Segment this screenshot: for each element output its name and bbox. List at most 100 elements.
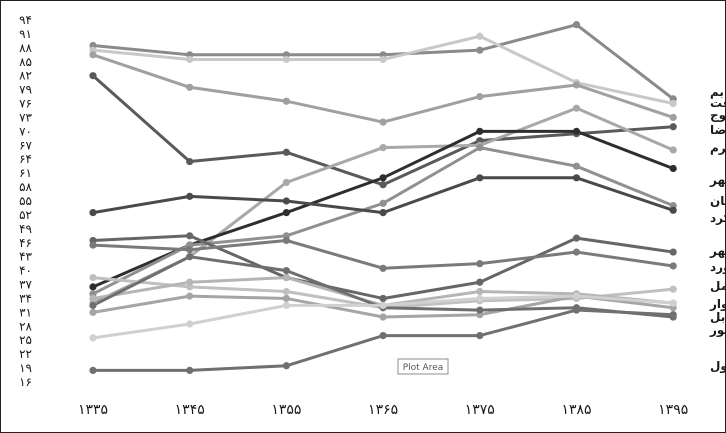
- data-point: [186, 320, 194, 328]
- series-label: بندرماهشهر: [709, 173, 726, 187]
- data-point: [89, 241, 97, 249]
- data-point: [282, 267, 290, 275]
- data-point: [572, 174, 581, 182]
- y-tick-label: ۸۸: [19, 41, 32, 55]
- y-tick-label: ۶۱: [19, 166, 32, 180]
- data-point: [669, 146, 677, 154]
- data-point: [379, 294, 387, 303]
- y-tick-label: ۵۲: [19, 208, 32, 222]
- data-point: [282, 209, 290, 217]
- data-point: [282, 362, 290, 370]
- data-point: [186, 246, 194, 254]
- data-point: [282, 97, 290, 105]
- y-tick-label: ۸۲: [19, 69, 32, 83]
- x-tick-label: ۱۳۴۵: [175, 402, 205, 418]
- data-point: [572, 248, 581, 256]
- y-tick-label: ۷۶: [19, 97, 32, 111]
- data-point: [186, 366, 194, 374]
- data-point: [669, 123, 677, 131]
- x-tick-label: ۱۳۵۵: [271, 402, 301, 418]
- data-point: [572, 234, 581, 242]
- data-point: [89, 308, 97, 316]
- series-label: آمل: [710, 278, 726, 293]
- series-label: بجنورد: [710, 260, 726, 275]
- series-label: جیرفت: [710, 96, 726, 110]
- data-point: [186, 55, 194, 64]
- data-point: [89, 366, 97, 374]
- series-labels: بمجیرفتیاسوجشهرضا جهرم بندرماهشهر سمنان شهرک…: [709, 85, 726, 374]
- data-point: [89, 273, 97, 282]
- y-tick-label: ۳۷: [19, 278, 32, 292]
- series-label: بم: [710, 85, 724, 99]
- y-tick-label: ۲۸: [19, 319, 32, 333]
- data-point: [379, 301, 387, 310]
- x-axis-ticks: ۱۳۳۵ ۱۳۴۵ ۱۳۵۵ ۱۳۶۵ ۱۳۷۵ ۱۳۸۵ ۱۳۹۵: [78, 402, 688, 418]
- data-point: [379, 55, 387, 64]
- y-axis-ticks: ۹۴۹۱۸۸۸۵۸۲۷۹۷۶۷۳۷۰۶۷۶۴۶۱۵۸۵۵۵۲۴۹۴۶۴۳۴۰۳۷…: [19, 13, 32, 389]
- plot-area-tooltip-box: [397, 358, 449, 375]
- data-point: [282, 273, 290, 282]
- y-tick-label: ۵۸: [19, 180, 32, 194]
- y-tick-label: ۹۴: [19, 13, 32, 27]
- y-tick-label: ۹۱: [19, 27, 32, 41]
- series-line: [92, 238, 674, 270]
- data-point: [476, 174, 484, 182]
- data-point: [89, 51, 97, 59]
- data-point: [476, 92, 484, 101]
- series-line: [92, 34, 674, 106]
- y-tick-label: ۸۵: [19, 55, 32, 69]
- data-point: [476, 144, 484, 152]
- y-tick-label: ۴۶: [19, 236, 32, 250]
- data-point: [282, 178, 290, 187]
- y-tick-label: ۵۵: [19, 194, 32, 208]
- data-point: [476, 127, 484, 135]
- data-point: [282, 294, 290, 303]
- data-point: [89, 301, 97, 310]
- y-tick-label: ۶۴: [19, 152, 32, 166]
- data-point: [186, 83, 194, 91]
- x-tick-label: ۱۳۷۵: [465, 402, 495, 418]
- data-point: [186, 292, 194, 300]
- y-tick-label: ۱۹: [19, 361, 32, 375]
- x-tick-label: ۱۳۶۵: [368, 402, 398, 418]
- data-point: [89, 294, 97, 303]
- data-point: [669, 299, 677, 307]
- y-tick-label: ۱۶: [19, 375, 32, 389]
- data-point: [379, 144, 387, 152]
- data-point: [572, 162, 581, 170]
- data-point: [669, 311, 677, 319]
- y-tick-label: ۴۰: [19, 264, 32, 278]
- series-label: شهرکرد: [710, 211, 726, 225]
- series-label: جهرم: [710, 141, 726, 156]
- data-point: [476, 306, 484, 314]
- data-point: [669, 248, 677, 256]
- data-point: [282, 148, 290, 156]
- data-point: [669, 206, 677, 214]
- data-point: [89, 283, 97, 291]
- data-point: [282, 55, 290, 64]
- data-point: [572, 127, 581, 135]
- y-tick-label: ۳۱: [19, 305, 32, 319]
- data-point: [89, 209, 97, 217]
- data-point: [669, 113, 677, 122]
- y-tick-label: ۴۳: [19, 250, 32, 264]
- data-point: [186, 253, 194, 261]
- data-point: [186, 278, 194, 286]
- data-point: [379, 181, 387, 189]
- data-point: [476, 278, 484, 286]
- x-tick-label: ۱۳۳۵: [78, 402, 108, 418]
- y-tick-label: ۲۵: [19, 333, 32, 347]
- series-label: یاسوج: [710, 108, 726, 123]
- data-point: [476, 46, 484, 54]
- data-point: [669, 164, 677, 173]
- data-point: [89, 72, 97, 80]
- y-tick-label: ۷۹: [19, 83, 32, 97]
- data-point: [476, 260, 484, 268]
- data-point: [476, 331, 484, 340]
- data-point: [379, 313, 387, 321]
- series-label: سمنان: [710, 194, 726, 208]
- data-point: [282, 287, 290, 296]
- data-point: [476, 287, 484, 296]
- series-points: [89, 21, 677, 374]
- data-point: [186, 232, 194, 240]
